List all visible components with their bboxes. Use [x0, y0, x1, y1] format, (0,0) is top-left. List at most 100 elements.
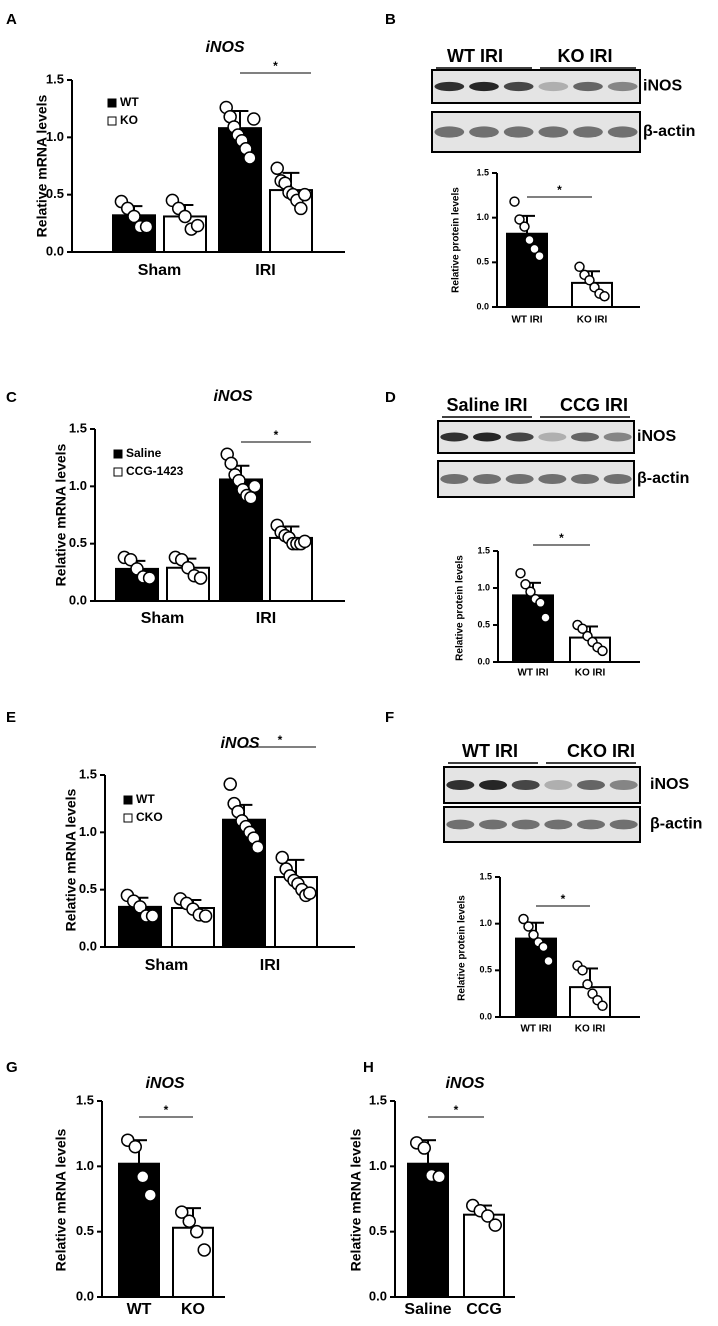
y-tick-label: 1.5: [476, 167, 489, 177]
blot-strip: [437, 460, 635, 498]
legend-swatch: [107, 116, 117, 126]
legend-swatch: [123, 813, 133, 823]
bar: [512, 594, 554, 664]
data-point: [417, 1141, 431, 1155]
blot-band: [511, 779, 540, 791]
chart-title: iNOS: [220, 735, 259, 752]
data-point: [524, 234, 535, 246]
blot-band: [577, 819, 605, 830]
data-point: [538, 941, 549, 953]
data-point: [190, 1224, 204, 1239]
data-point: [528, 929, 539, 941]
data-point: [582, 979, 593, 990]
x-tick-label: WT: [127, 1301, 152, 1318]
y-axis-label: Relative mRNA levels: [53, 443, 69, 586]
data-point: [520, 579, 531, 590]
bar: [118, 1162, 160, 1298]
data-point: [515, 567, 526, 579]
blot-band: [573, 126, 603, 138]
data-point: [136, 1170, 150, 1184]
blot-band: [434, 81, 465, 92]
y-tick-label: 1.5: [479, 871, 492, 881]
blot-band: [538, 81, 569, 92]
x-tick-label: Sham: [141, 610, 185, 627]
legend-label: WT: [136, 792, 155, 806]
data-point: [584, 274, 595, 286]
x-tick-label: KO IRI: [575, 1024, 606, 1035]
blot-band: [434, 126, 465, 138]
blot-band: [573, 81, 603, 92]
data-point: [224, 456, 238, 471]
blot-band-label: iNOS: [650, 776, 689, 793]
y-axis-label: Relative protein levels: [457, 895, 468, 1001]
blot-band: [505, 432, 534, 442]
data-point: [142, 571, 157, 585]
y-tick-label: 0.0: [476, 301, 489, 311]
legend-swatch: [113, 467, 123, 477]
blot-band-label: iNOS: [643, 78, 682, 95]
blot-band-label: β-actin: [643, 123, 695, 140]
legend-swatch: [123, 795, 133, 805]
chart-title: iNOS: [445, 1075, 484, 1092]
y-tick-label: 1.5: [76, 1092, 94, 1107]
x-tick-label: Saline: [404, 1301, 451, 1318]
data-point: [275, 850, 289, 865]
y-tick-label: 0.0: [79, 938, 97, 953]
blot-band: [544, 819, 573, 830]
y-tick-label: 1.0: [476, 212, 489, 222]
y-tick-label: 0.0: [369, 1288, 387, 1303]
data-point: [133, 900, 147, 914]
blot-band: [479, 819, 507, 830]
bar: [515, 937, 557, 1018]
blot-group-label: CCG IRI: [560, 395, 628, 415]
blot-band: [538, 432, 567, 442]
data-point: [525, 586, 536, 597]
data-point: [127, 209, 141, 224]
y-tick-label: 1.0: [477, 582, 490, 592]
data-point: [198, 909, 213, 923]
y-tick-label: 0.5: [79, 881, 97, 896]
y-tick-label: 1.0: [69, 478, 87, 493]
y-tick-label: 1.0: [369, 1158, 387, 1173]
blot-band: [479, 779, 507, 791]
blot-group-label: WT IRI: [447, 46, 503, 66]
y-tick-label: 0.0: [479, 1011, 492, 1021]
blot-group-label: WT IRI: [462, 741, 518, 761]
y-axis-label: Relative protein levels: [455, 555, 466, 661]
data-point: [519, 221, 530, 232]
data-point: [178, 209, 192, 224]
y-axis-label: Relative protein levels: [451, 187, 462, 293]
data-point: [248, 479, 262, 494]
y-tick-label: 0.5: [479, 965, 492, 975]
data-point: [597, 1000, 608, 1012]
data-point: [514, 214, 525, 225]
y-tick-label: 0.5: [476, 257, 489, 267]
data-point: [298, 187, 312, 202]
significance-label: *: [561, 892, 566, 906]
blot-band: [607, 126, 638, 138]
y-tick-label: 0.0: [76, 1288, 94, 1303]
blot-band: [609, 819, 638, 830]
blot-band: [440, 473, 469, 485]
x-tick-label: Sham: [138, 262, 182, 279]
data-point: [190, 218, 205, 233]
data-point: [599, 291, 610, 302]
data-point: [128, 1139, 142, 1154]
bar: [407, 1162, 449, 1298]
blot-band: [607, 81, 638, 92]
y-tick-label: 1.0: [76, 1158, 94, 1173]
y-tick-label: 1.0: [79, 824, 97, 839]
blot-band: [571, 432, 599, 442]
x-tick-label: WT IRI: [511, 315, 542, 326]
blot-band: [469, 126, 499, 138]
blot-group-label: KO IRI: [557, 46, 612, 66]
data-point: [540, 612, 551, 623]
y-tick-label: 1.0: [479, 918, 492, 928]
data-point: [535, 597, 546, 609]
chart-title: iNOS: [213, 388, 252, 405]
y-tick-label: 0.5: [477, 619, 490, 629]
blot-band: [511, 819, 540, 830]
x-tick-label: WT IRI: [520, 1024, 551, 1035]
y-tick-label: 1.5: [79, 766, 97, 781]
